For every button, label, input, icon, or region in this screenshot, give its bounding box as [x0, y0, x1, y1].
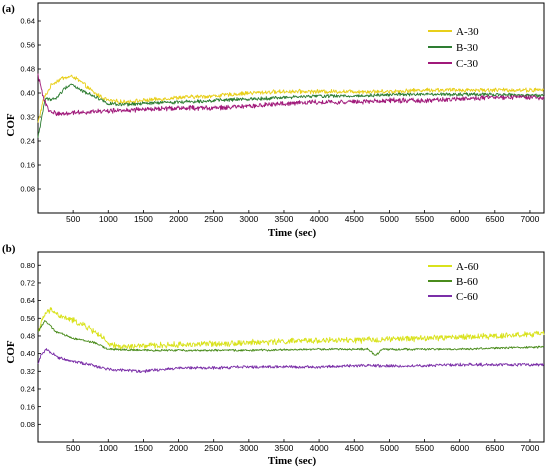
panel-b-axes: 0.08 0.16 0.24 0.32 0.40 0.48 0.56 0.64 0.72 0.80…	[20, 251, 545, 453]
ytick-label: 0.16	[20, 161, 35, 170]
xtick-label: 7000	[520, 443, 539, 453]
panel-b-series	[37, 307, 545, 374]
xtick-label: 4500	[345, 443, 364, 453]
ytick-label: 0.64	[20, 296, 35, 305]
ytick-label: 0.32	[20, 113, 35, 122]
xtick-label: 1000	[99, 214, 118, 224]
xtick-label: 2500	[204, 443, 223, 453]
ytick-label: 0.16	[20, 402, 35, 411]
xtick-label: 4000	[310, 214, 329, 224]
xtick-label: 3000	[239, 214, 258, 224]
xtick-label: 3000	[239, 443, 258, 453]
series-line-a-30	[37, 74, 545, 123]
panel-b-frame	[37, 251, 545, 443]
ytick-label: 0.08	[20, 420, 35, 429]
panel-b-label: (b)	[2, 243, 16, 255]
series-line-b-30	[37, 83, 545, 138]
legend-label-a-30: A-30	[456, 26, 479, 38]
xtick-label: 1000	[99, 443, 118, 453]
xtick-label: 5500	[415, 214, 434, 224]
xtick-label: 5500	[415, 443, 434, 453]
xtick-label: 3500	[275, 214, 294, 224]
series-line-b-60	[37, 320, 545, 356]
xtick-label: 6500	[485, 443, 504, 453]
panel-a-axes: 0.08 0.16 0.24 0.32 0.40 0.48 0.56 0.64 500 1000 1…	[20, 2, 545, 224]
panel-b-ylabel: COF	[5, 340, 17, 364]
panel-b-legend: A-60 B-60 C-60	[428, 261, 479, 303]
ytick-label: 0.56	[20, 41, 35, 50]
xtick-label: 5000	[380, 443, 399, 453]
xtick-label: 4000	[310, 443, 329, 453]
xtick-label: 500	[66, 443, 80, 453]
legend-label-c-60: C-60	[456, 291, 479, 303]
xtick-label: 7000	[520, 214, 539, 224]
panel-a-series	[37, 73, 545, 138]
ytick-label: 0.40	[20, 349, 35, 358]
legend-label-a-60: A-60	[456, 261, 479, 273]
xtick-label: 6000	[450, 443, 469, 453]
ytick-label: 0.40	[20, 89, 35, 98]
legend-label-b-60: B-60	[456, 276, 479, 288]
series-line-c-60	[37, 348, 545, 374]
xtick-label: 500	[66, 214, 80, 224]
panel-a-xlabel: Time (sec)	[268, 227, 317, 239]
xtick-label: 2000	[169, 443, 188, 453]
ytick-label: 0.72	[20, 279, 35, 288]
xtick-label: 4500	[345, 214, 364, 224]
ytick-label: 0.48	[20, 65, 35, 74]
panel-a-label: (a)	[2, 3, 15, 15]
series-line-c-30	[37, 73, 545, 117]
xtick-label: 2000	[169, 214, 188, 224]
series-line-a-60	[37, 307, 545, 351]
xtick-label: 1500	[134, 214, 153, 224]
xtick-label: 5000	[380, 214, 399, 224]
ytick-label: 0.24	[20, 385, 35, 394]
panel-a: (a) COF Time (sec) 0.080.160.240.320.400…	[2, 2, 545, 239]
ytick-label: 0.56	[20, 314, 35, 323]
panel-a-legend: A-30 B-30 C-30	[428, 26, 479, 70]
xtick-label: 1500	[134, 443, 153, 453]
ytick-label: 0.08	[20, 185, 35, 194]
ytick-label: 0.80	[20, 261, 35, 270]
panel-a-frame	[37, 2, 545, 214]
legend-label-b-30: B-30	[456, 42, 479, 54]
legend-label-c-30: C-30	[456, 58, 479, 70]
xtick-label: 3500	[275, 443, 294, 453]
panel-b: (b) COF Time (sec) 0.080.160.240.320.400…	[2, 243, 545, 467]
xtick-label: 2500	[204, 214, 223, 224]
ytick-label: 0.24	[20, 137, 35, 146]
panel-a-ylabel: COF	[5, 113, 17, 137]
ytick-label: 0.64	[20, 17, 35, 26]
xtick-label: 6500	[485, 214, 504, 224]
panel-b-xlabel: Time (sec)	[268, 455, 317, 467]
ytick-label: 0.48	[20, 332, 35, 341]
xtick-label: 6000	[450, 214, 469, 224]
ytick-label: 0.32	[20, 367, 35, 376]
